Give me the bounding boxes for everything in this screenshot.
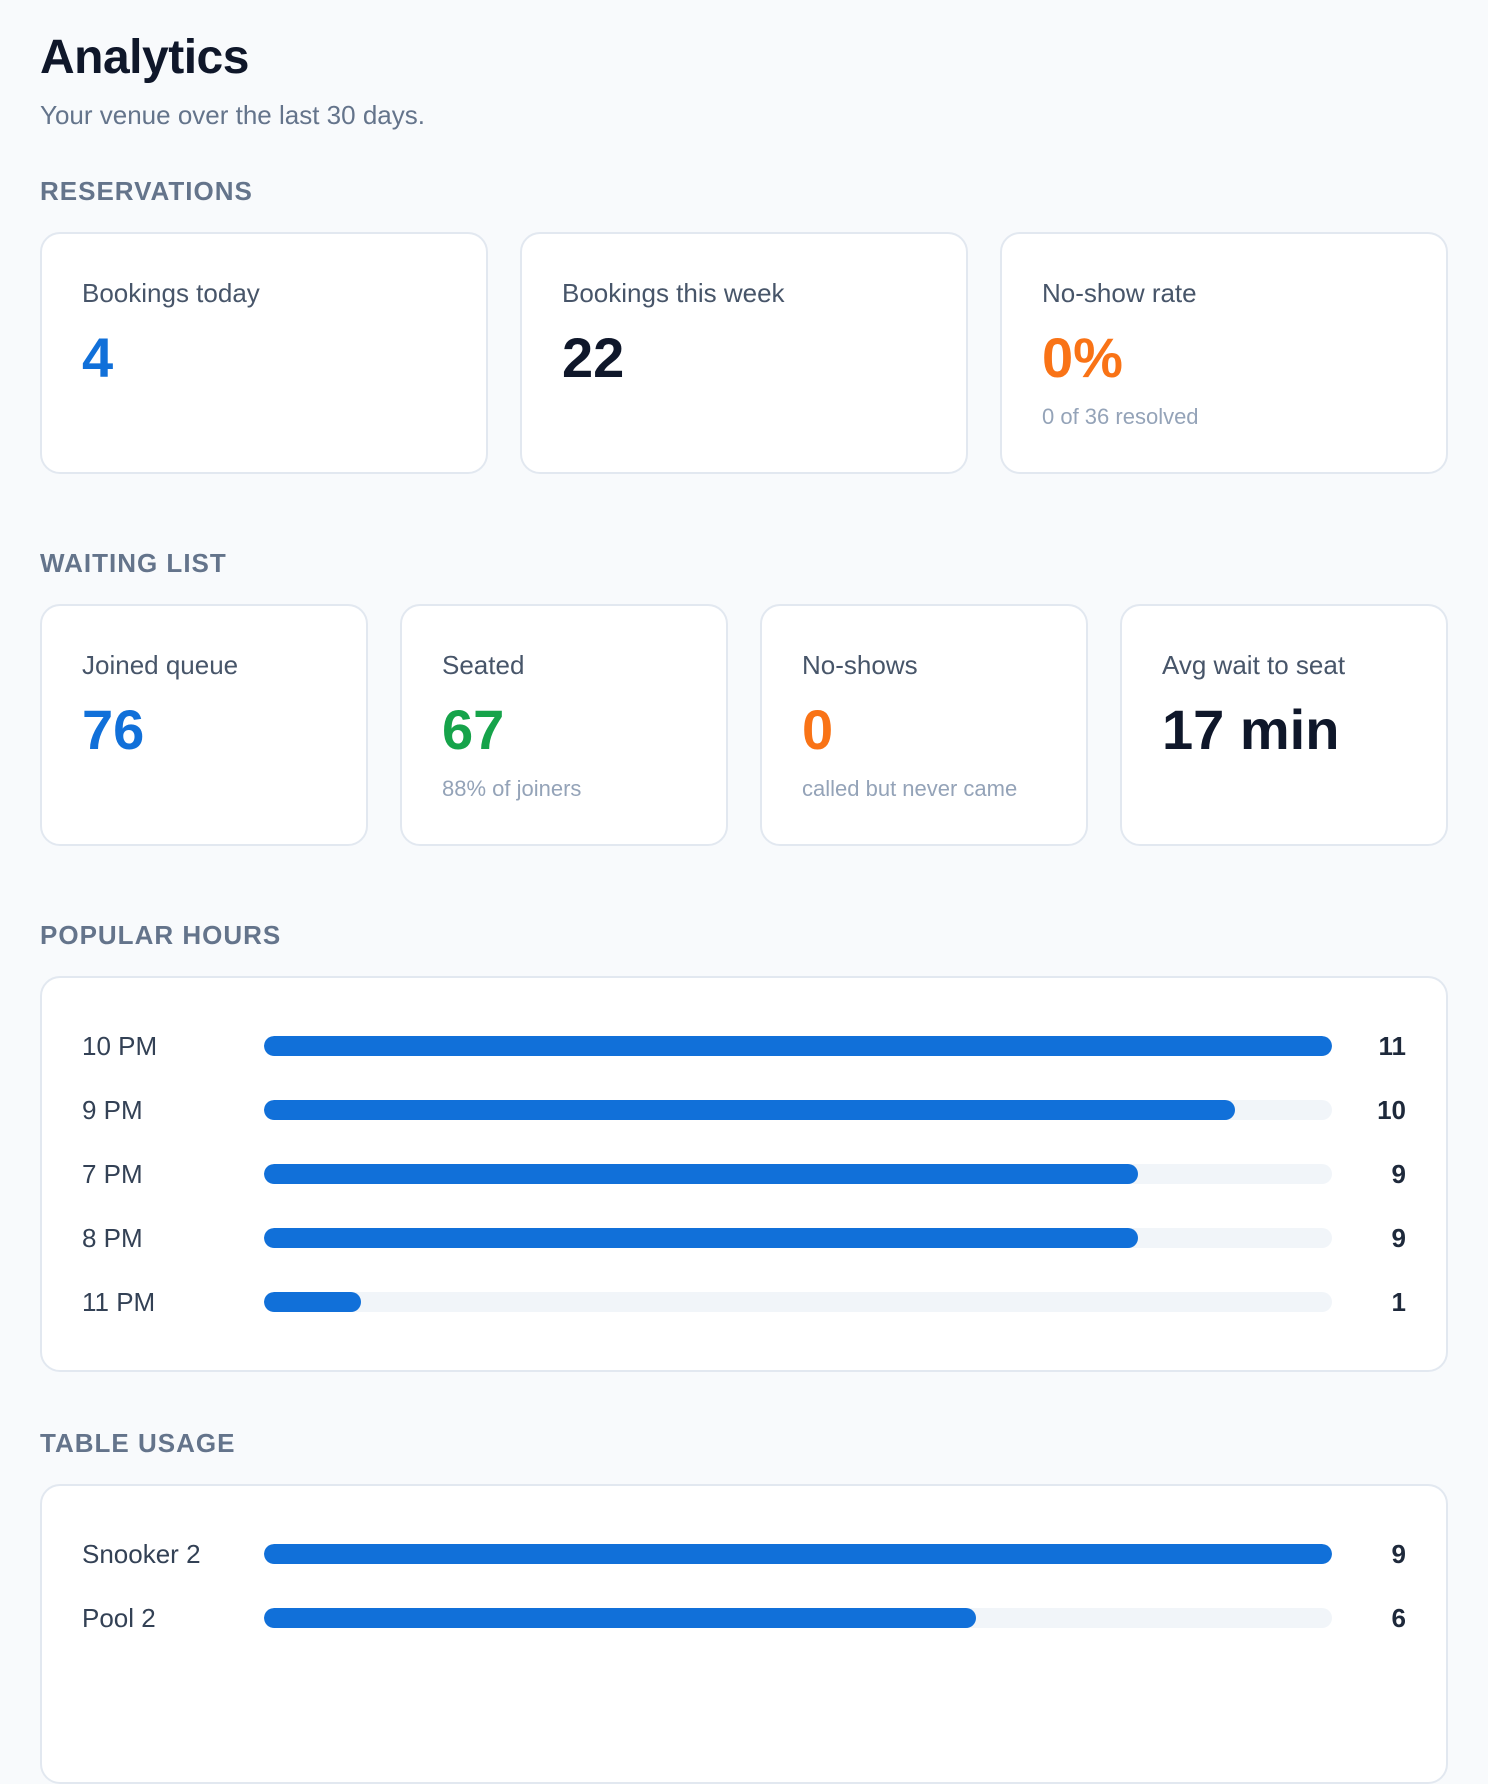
bar-fill: [264, 1164, 1138, 1184]
bar-track: [264, 1100, 1332, 1120]
bar-fill: [264, 1100, 1235, 1120]
table-usage-section-title: TABLE USAGE: [40, 1428, 236, 1458]
bar-track: [264, 1164, 1332, 1184]
stat-label: Bookings today: [82, 278, 260, 308]
bar-label: 9 PM: [82, 1094, 143, 1125]
bar-row: Pool 2 6: [82, 1586, 1406, 1650]
bookings-today-card: Bookings today 4: [40, 232, 488, 474]
popular-hours-panel: 10 PM 11 9 PM 10 7 PM 9 8 PM 9 11 PM 1: [40, 976, 1448, 1372]
bar-label: 8 PM: [82, 1222, 143, 1253]
bar-row: 9 PM 10: [82, 1078, 1406, 1142]
popular-hours-section-title: POPULAR HOURS: [40, 920, 282, 950]
bar-row: Snooker 2 9: [82, 1522, 1406, 1586]
stat-label: Joined queue: [82, 650, 239, 680]
stat-value: 0: [802, 698, 834, 761]
bar-label: 10 PM: [82, 1030, 158, 1061]
stat-label: No-shows: [802, 650, 918, 680]
bar-row: 7 PM 9: [82, 1142, 1406, 1206]
stat-value: 22: [562, 326, 625, 389]
stat-value: 67: [442, 698, 505, 761]
bar-row: 8 PM 9: [82, 1206, 1406, 1270]
bar-value: 9: [1391, 1222, 1406, 1253]
stat-value: 4: [82, 326, 114, 389]
bar-value: 10: [1377, 1094, 1406, 1125]
stat-label: Bookings this week: [562, 278, 785, 308]
page-subtitle: Your venue over the last 30 days.: [40, 100, 425, 130]
page-title: Analytics: [40, 31, 249, 84]
bar-fill: [264, 1544, 1332, 1564]
reservations-section-title: RESERVATIONS: [40, 176, 253, 206]
table-usage-panel: Snooker 2 9 Pool 2 6: [40, 1484, 1448, 1784]
avg-wait-card: Avg wait to seat 17 min: [1120, 604, 1448, 846]
bar-value: 11: [1378, 1030, 1407, 1061]
bar-value: 1: [1391, 1286, 1406, 1317]
joined-queue-card: Joined queue 76: [40, 604, 368, 846]
bar-track: [264, 1544, 1332, 1564]
stat-label: Avg wait to seat: [1162, 650, 1346, 680]
no-show-rate-card: No-show rate 0% 0 of 36 resolved: [1000, 232, 1448, 474]
bar-value: 9: [1391, 1538, 1406, 1569]
bar-label: Snooker 2: [82, 1538, 201, 1569]
bar-label: Pool 2: [82, 1602, 156, 1633]
bar-track: [264, 1292, 1332, 1312]
bar-track: [264, 1608, 1332, 1628]
stat-label: Seated: [442, 650, 525, 680]
bar-value: 9: [1391, 1158, 1406, 1189]
bar-row: 10 PM 11: [82, 1014, 1406, 1078]
bar-fill: [264, 1608, 976, 1628]
seated-card: Seated 67 88% of joiners: [400, 604, 728, 846]
stat-value: 76: [82, 698, 145, 761]
stat-value: 17 min: [1162, 698, 1340, 761]
bar-label: 7 PM: [82, 1158, 143, 1189]
bar-row: 11 PM 1: [82, 1270, 1406, 1334]
no-shows-card: No-shows 0 called but never came: [760, 604, 1088, 846]
bar-label: 11 PM: [82, 1286, 156, 1317]
reservations-grid: Bookings today 4 Bookings this week 22 N…: [40, 232, 1448, 474]
bar-value: 6: [1391, 1602, 1406, 1633]
waiting-list-grid: Joined queue 76 Seated 67 88% of joiners…: [40, 604, 1448, 846]
stat-note: 0 of 36 resolved: [1042, 404, 1199, 429]
stat-note: 88% of joiners: [442, 776, 582, 801]
bar-fill: [264, 1228, 1138, 1248]
bar-fill: [264, 1036, 1332, 1056]
bar-fill: [264, 1292, 362, 1312]
bar-track: [264, 1036, 1332, 1056]
waiting-list-section-title: WAITING LIST: [40, 548, 227, 578]
stat-label: No-show rate: [1042, 278, 1197, 308]
bar-track: [264, 1228, 1332, 1248]
stat-note: called but never came: [802, 776, 1018, 801]
stat-value: 0%: [1042, 326, 1123, 389]
bookings-this-week-card: Bookings this week 22: [520, 232, 968, 474]
